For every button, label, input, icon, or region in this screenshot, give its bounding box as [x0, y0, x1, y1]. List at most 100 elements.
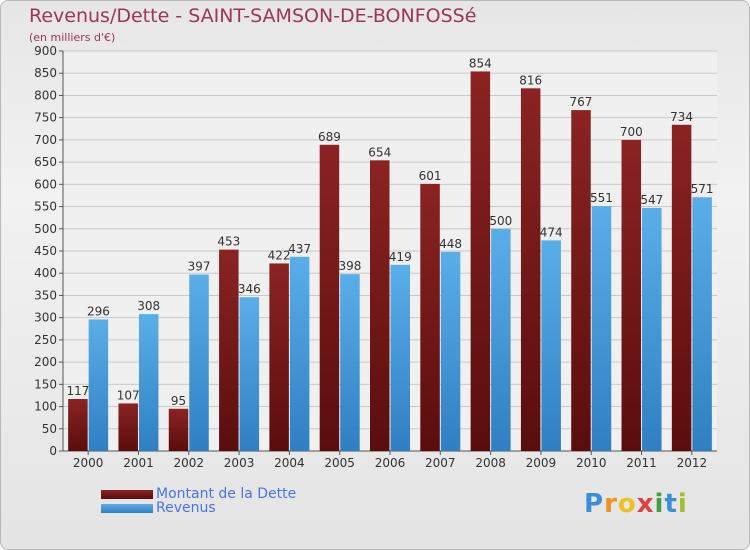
debt-bar — [370, 160, 390, 452]
legend-swatch-revenue — [101, 504, 153, 513]
x-tick-label: 2008 — [475, 456, 506, 470]
y-tick-label: 100 — [34, 400, 57, 414]
logo-letter: t — [664, 489, 678, 519]
x-tick-label: 2012 — [677, 456, 708, 470]
revenue-value-label: 571 — [691, 182, 714, 196]
revenue-value-label: 296 — [87, 304, 110, 318]
legend-label-debt: Montant de la Dette — [156, 486, 297, 502]
revenue-bar — [491, 228, 511, 451]
y-tick-label: 700 — [34, 133, 57, 147]
x-tick-label: 2002 — [173, 456, 204, 470]
y-tick-label: 450 — [34, 244, 57, 258]
x-tick-label: 2007 — [425, 456, 456, 470]
revenue-value-label: 474 — [540, 225, 563, 239]
y-tick-label: 0 — [49, 444, 57, 458]
revenue-value-label: 419 — [389, 250, 412, 264]
revenue-bar — [440, 251, 461, 451]
debt-value-label: 95 — [171, 394, 186, 408]
logo-letter: x — [636, 489, 655, 519]
logo-letter: i — [677, 489, 688, 519]
debt-value-label: 816 — [519, 73, 542, 87]
x-tick-label: 2003 — [224, 456, 255, 470]
revenue-value-label: 551 — [590, 191, 613, 205]
x-tick-label: 2005 — [324, 456, 355, 470]
revenue-value-label: 308 — [137, 299, 160, 313]
debt-bar — [621, 139, 642, 451]
debt-bar — [470, 71, 491, 451]
y-tick-label: 400 — [34, 266, 57, 280]
logo-letter: P — [584, 489, 605, 519]
revenue-bar — [390, 264, 410, 451]
debt-bar — [420, 183, 440, 451]
logo-letter: i — [654, 489, 665, 519]
legend-swatch-debt — [101, 490, 153, 499]
revenue-value-label: 437 — [288, 242, 311, 256]
x-tick-label: 2010 — [576, 456, 607, 470]
revenue-bar — [239, 297, 260, 451]
debt-bar — [68, 399, 88, 451]
debt-bar — [168, 408, 189, 451]
y-tick-label: 650 — [34, 155, 57, 169]
revenue-bar — [289, 256, 310, 451]
logo-letter: r — [604, 489, 618, 519]
x-tick-label: 2009 — [526, 456, 557, 470]
revenue-value-label: 398 — [338, 259, 361, 273]
revenue-value-label: 448 — [439, 237, 462, 251]
y-tick-label: 900 — [34, 44, 57, 58]
revenue-bar — [340, 274, 360, 451]
revenue-value-label: 500 — [489, 214, 512, 228]
legend-label-revenue: Revenus — [156, 500, 216, 516]
debt-bar — [319, 144, 340, 451]
chart-subtitle: (en milliers d'€) — [29, 31, 116, 44]
revenue-bar — [189, 274, 209, 451]
debt-value-label: 117 — [66, 384, 89, 398]
y-tick-label: 850 — [34, 66, 57, 80]
debt-value-label: 654 — [368, 145, 391, 159]
revenue-bar — [591, 206, 612, 451]
x-tick-label: 2000 — [73, 456, 104, 470]
y-tick-label: 300 — [34, 311, 57, 325]
y-tick-label: 800 — [34, 88, 57, 102]
debt-value-label: 453 — [217, 235, 240, 249]
debt-bar — [269, 263, 289, 451]
debt-bar — [571, 110, 591, 451]
debt-value-label: 734 — [670, 110, 693, 124]
y-tick-label: 200 — [34, 355, 57, 369]
y-tick-label: 250 — [34, 333, 57, 347]
revenue-bar — [642, 207, 662, 451]
y-tick-label: 350 — [34, 288, 57, 302]
revenue-value-label: 547 — [640, 193, 663, 207]
debt-value-label: 767 — [570, 95, 593, 109]
revenue-value-label: 346 — [238, 282, 261, 296]
revenue-bar — [692, 197, 712, 451]
debt-value-label: 689 — [318, 130, 341, 144]
debt-bar — [520, 88, 541, 451]
revenue-bar — [541, 240, 561, 451]
chart-title: Revenus/Dette - SAINT-SAMSON-DE-BONFOSSé — [29, 5, 477, 27]
x-tick-label: 2006 — [375, 456, 406, 470]
y-tick-label: 750 — [34, 111, 57, 125]
proxiti-logo: Proxiti — [584, 489, 688, 519]
debt-bar — [118, 403, 138, 451]
y-tick-label: 550 — [34, 200, 57, 214]
revenue-bar — [138, 314, 159, 451]
debt-value-label: 107 — [117, 388, 140, 402]
y-tick-label: 50 — [42, 422, 57, 436]
debt-value-label: 422 — [268, 248, 291, 262]
debt-bar — [671, 124, 692, 452]
revenue-value-label: 397 — [188, 260, 211, 274]
x-tick-label: 2004 — [274, 456, 305, 470]
debt-value-label: 854 — [469, 56, 492, 70]
x-tick-label: 2001 — [123, 456, 154, 470]
debt-value-label: 700 — [620, 125, 643, 139]
y-tick-label: 600 — [34, 177, 57, 191]
logo-letter: o — [617, 489, 637, 519]
debt-value-label: 601 — [419, 169, 442, 183]
debt-bar — [219, 249, 239, 451]
y-tick-label: 150 — [34, 377, 57, 391]
revenue-bar — [88, 319, 109, 451]
x-tick-label: 2011 — [626, 456, 657, 470]
y-tick-label: 500 — [34, 222, 57, 236]
